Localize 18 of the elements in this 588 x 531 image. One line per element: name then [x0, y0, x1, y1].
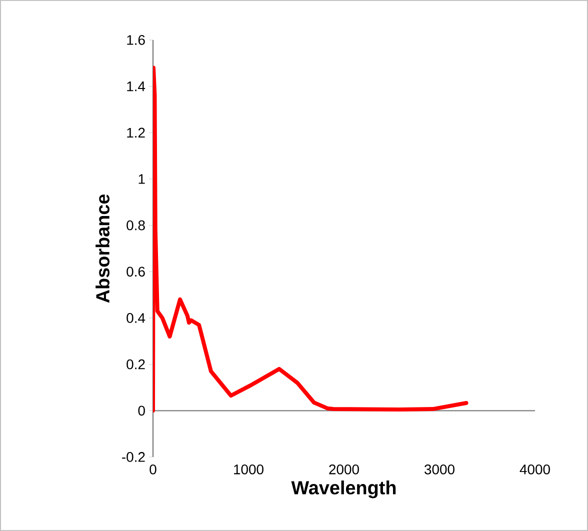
y-tick-label: 1.6 — [127, 35, 145, 45]
line-series — [153, 66, 468, 413]
x-tick-label: 0 — [150, 464, 156, 474]
x-tick-label: 2000 — [329, 464, 359, 474]
y-tick-label: 1.2 — [127, 128, 145, 138]
y-tick-label: 0.2 — [126, 359, 145, 370]
x-tick-label: 4000 — [520, 464, 550, 474]
y-tick-label: 0.8 — [126, 220, 145, 230]
y-tick-label: -0.2 — [122, 452, 145, 462]
y-tick-label: 1.4 — [127, 82, 146, 92]
x-tick-label: 3000 — [424, 464, 454, 474]
y-tick-label: 0.4 — [126, 313, 146, 323]
y-axis-title: Absorbance — [96, 194, 110, 303]
y-tick-label: 0 — [138, 406, 145, 416]
x-axis-title: Wavelength — [291, 480, 396, 498]
y-tick-label: 0.6 — [126, 266, 145, 277]
y-tick-label: 1 — [138, 174, 145, 184]
x-tick-label: 1000 — [234, 464, 264, 474]
